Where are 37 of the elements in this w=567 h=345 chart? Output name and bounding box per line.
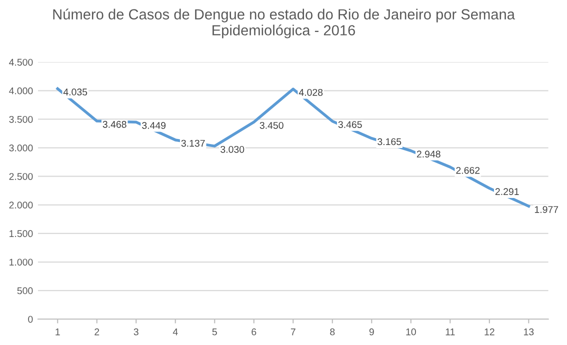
chart-title: Número de Casos de Dengue no estado do Rio de Janeiro por Semana Epidemiológica - 2016 <box>53 8 515 38</box>
y-tick-label: 3.500 <box>9 116 33 123</box>
data-label: 3.468 <box>102 120 126 128</box>
data-label: 2.291 <box>495 188 519 196</box>
y-tick-label: 2.500 <box>9 173 33 180</box>
data-label: 4.035 <box>63 88 88 96</box>
data-label: 2.662 <box>456 166 480 174</box>
x-tick-label: 12 <box>484 328 494 336</box>
data-label: 1.977 <box>534 206 558 213</box>
x-tick-label: 4 <box>172 328 178 336</box>
x-tick-label: 8 <box>330 328 335 336</box>
x-tick-label: 11 <box>446 328 455 336</box>
data-label: 3.030 <box>220 146 244 153</box>
y-tick-label: 500 <box>17 287 33 294</box>
y-tick-label: 1.500 <box>10 230 33 238</box>
y-tick-label: 4.000 <box>9 87 33 94</box>
x-tick-label: 13 <box>524 328 534 336</box>
y-tick-label: 0 <box>28 316 33 323</box>
data-label: 3.449 <box>142 122 166 129</box>
x-tick-label: 1 <box>56 328 60 336</box>
data-label: 3.450 <box>260 122 284 129</box>
y-tick-label: 1.000 <box>10 258 33 266</box>
y-tick-label: 3.000 <box>9 144 33 152</box>
x-tick-label: 6 <box>252 328 256 336</box>
x-tick-label: 9 <box>369 328 374 336</box>
y-tick-label: 2.000 <box>9 202 33 209</box>
x-tick-label: 2 <box>94 328 100 336</box>
y-tick-label: 4.500 <box>9 58 33 66</box>
data-label: 4.028 <box>298 88 323 96</box>
x-tick-label: 5 <box>212 328 217 336</box>
data-label: 2.948 <box>416 150 440 158</box>
x-tick-label: 7 <box>290 328 296 336</box>
data-label: 3.465 <box>338 121 362 128</box>
data-label: 3.165 <box>378 138 402 146</box>
x-tick-label: 10 <box>406 328 416 336</box>
data-label: 3.137 <box>181 140 205 147</box>
x-tick-label: 3 <box>134 328 138 336</box>
